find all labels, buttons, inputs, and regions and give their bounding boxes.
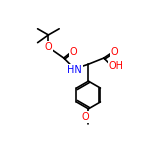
Text: O: O [45,42,52,52]
Text: OH: OH [109,61,124,71]
Text: O: O [70,47,78,57]
Text: O: O [111,47,118,57]
Text: O: O [82,112,89,122]
Text: HN: HN [67,65,82,75]
